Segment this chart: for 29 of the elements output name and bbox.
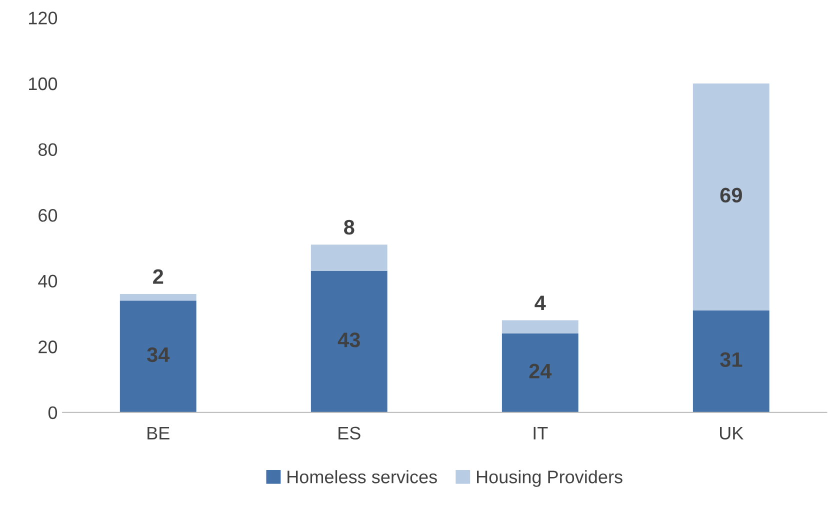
y-tick-label: 40 <box>38 274 58 288</box>
data-label: 43 <box>338 332 360 348</box>
data-label: 69 <box>720 188 742 203</box>
x-tick-label: UK <box>720 426 744 440</box>
bar <box>502 333 578 412</box>
data-label: 31 <box>720 352 742 368</box>
y-tick-label: 100 <box>29 77 58 90</box>
bar <box>692 83 770 310</box>
data-label: 34 <box>147 347 170 362</box>
x-tick-label: IT <box>534 426 548 440</box>
bar <box>120 300 196 412</box>
x-tick-label: BE <box>148 426 170 440</box>
bar <box>502 320 578 334</box>
bar <box>120 294 196 301</box>
y-tick-label: 0 <box>48 406 58 420</box>
legend-label: Housing Providers <box>477 470 622 487</box>
y-tick-label: 60 <box>38 208 58 222</box>
data-label: 24 <box>529 364 552 378</box>
y-tick-label: 20 <box>38 340 58 354</box>
bar <box>692 310 770 412</box>
y-tick-label: 80 <box>38 143 58 156</box>
legend-label: Homeless services <box>288 470 437 484</box>
data-label: 4 <box>534 296 546 310</box>
x-tick-label: ES <box>338 426 360 440</box>
data-label: 2 <box>153 269 164 284</box>
bar <box>310 244 388 271</box>
data-label: 8 <box>344 220 354 235</box>
y-tick-label: 120 <box>29 12 58 24</box>
bar <box>310 270 388 412</box>
